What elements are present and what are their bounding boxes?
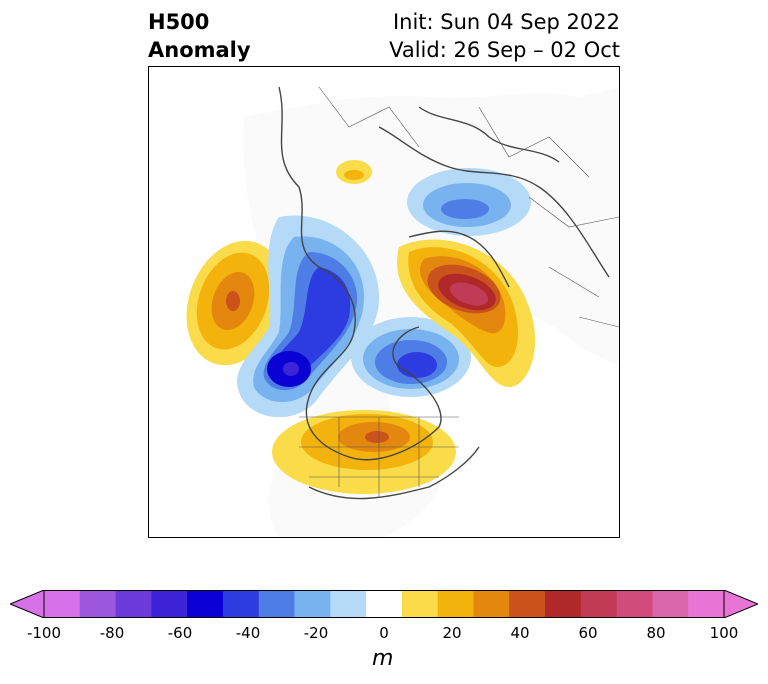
colorbar-segment	[258, 590, 296, 618]
colorbar-segment	[330, 590, 367, 618]
trough-northern-europe	[407, 168, 531, 236]
colorbar-over-extension	[723, 590, 758, 618]
trough-canadian-arctic	[351, 317, 471, 397]
colorbar-unit: m	[372, 646, 394, 671]
colorbar-tick-label: 100	[709, 624, 739, 642]
ridge-central-us	[272, 410, 456, 494]
country-borders	[299, 86, 619, 497]
colorbar-segment	[401, 590, 439, 618]
colorbar-segment	[44, 590, 81, 618]
colorbar-tick-label: 80	[646, 624, 666, 642]
valid-period: Valid: 26 Sep – 02 Oct	[389, 38, 620, 62]
colorbar-segment	[187, 590, 224, 618]
colorbar-tick-label: -60	[167, 624, 193, 642]
colorbar-tick-label: -20	[303, 624, 329, 642]
colorbar-tick-label: -100	[26, 624, 62, 642]
colorbar-segment	[509, 590, 546, 618]
forecast-dates: Init: Sun 04 Sep 2022 Valid: 26 Sep – 02…	[389, 8, 620, 64]
colorbar-segment	[366, 590, 403, 618]
colorbar-segment	[545, 590, 582, 618]
colorbar-tick-label: 20	[442, 624, 462, 642]
colorbar-segment	[580, 590, 618, 618]
colorbar-segments	[10, 590, 758, 618]
colorbar-segment	[652, 590, 689, 618]
ridge-north-pacific	[186, 240, 284, 366]
colorbar-segment	[151, 590, 188, 618]
colorbar-tick-label: -40	[235, 624, 261, 642]
ridge-siberia	[397, 239, 536, 387]
map-canvas	[186, 86, 619, 537]
anomaly-map	[148, 66, 620, 538]
colorbar-tick-label: 40	[510, 624, 530, 642]
colorbar-tick-label: -80	[99, 624, 125, 642]
colorbar-segment	[294, 590, 331, 618]
title-kind: Anomaly	[148, 38, 251, 62]
ridge-greenland	[336, 160, 372, 184]
colorbar-segment	[437, 590, 474, 618]
colorbar-segment	[222, 590, 260, 618]
colorbar-segment	[616, 590, 653, 618]
coastlines	[278, 86, 610, 500]
colorbar-tick-label: 60	[578, 624, 598, 642]
colorbar-segment	[79, 590, 117, 618]
colorbar-tick-label: 0	[379, 624, 389, 642]
colorbar	[10, 590, 758, 618]
init-date: Init: Sun 04 Sep 2022	[392, 10, 620, 34]
colorbar-outline	[43, 590, 725, 618]
map-title: H500 Anomaly	[148, 8, 251, 64]
colorbar-segment	[688, 590, 725, 618]
colorbar-segment	[115, 590, 152, 618]
colorbar-segment	[473, 590, 510, 618]
colorbar-under-extension	[10, 590, 45, 618]
title-variable: H500	[148, 10, 210, 34]
